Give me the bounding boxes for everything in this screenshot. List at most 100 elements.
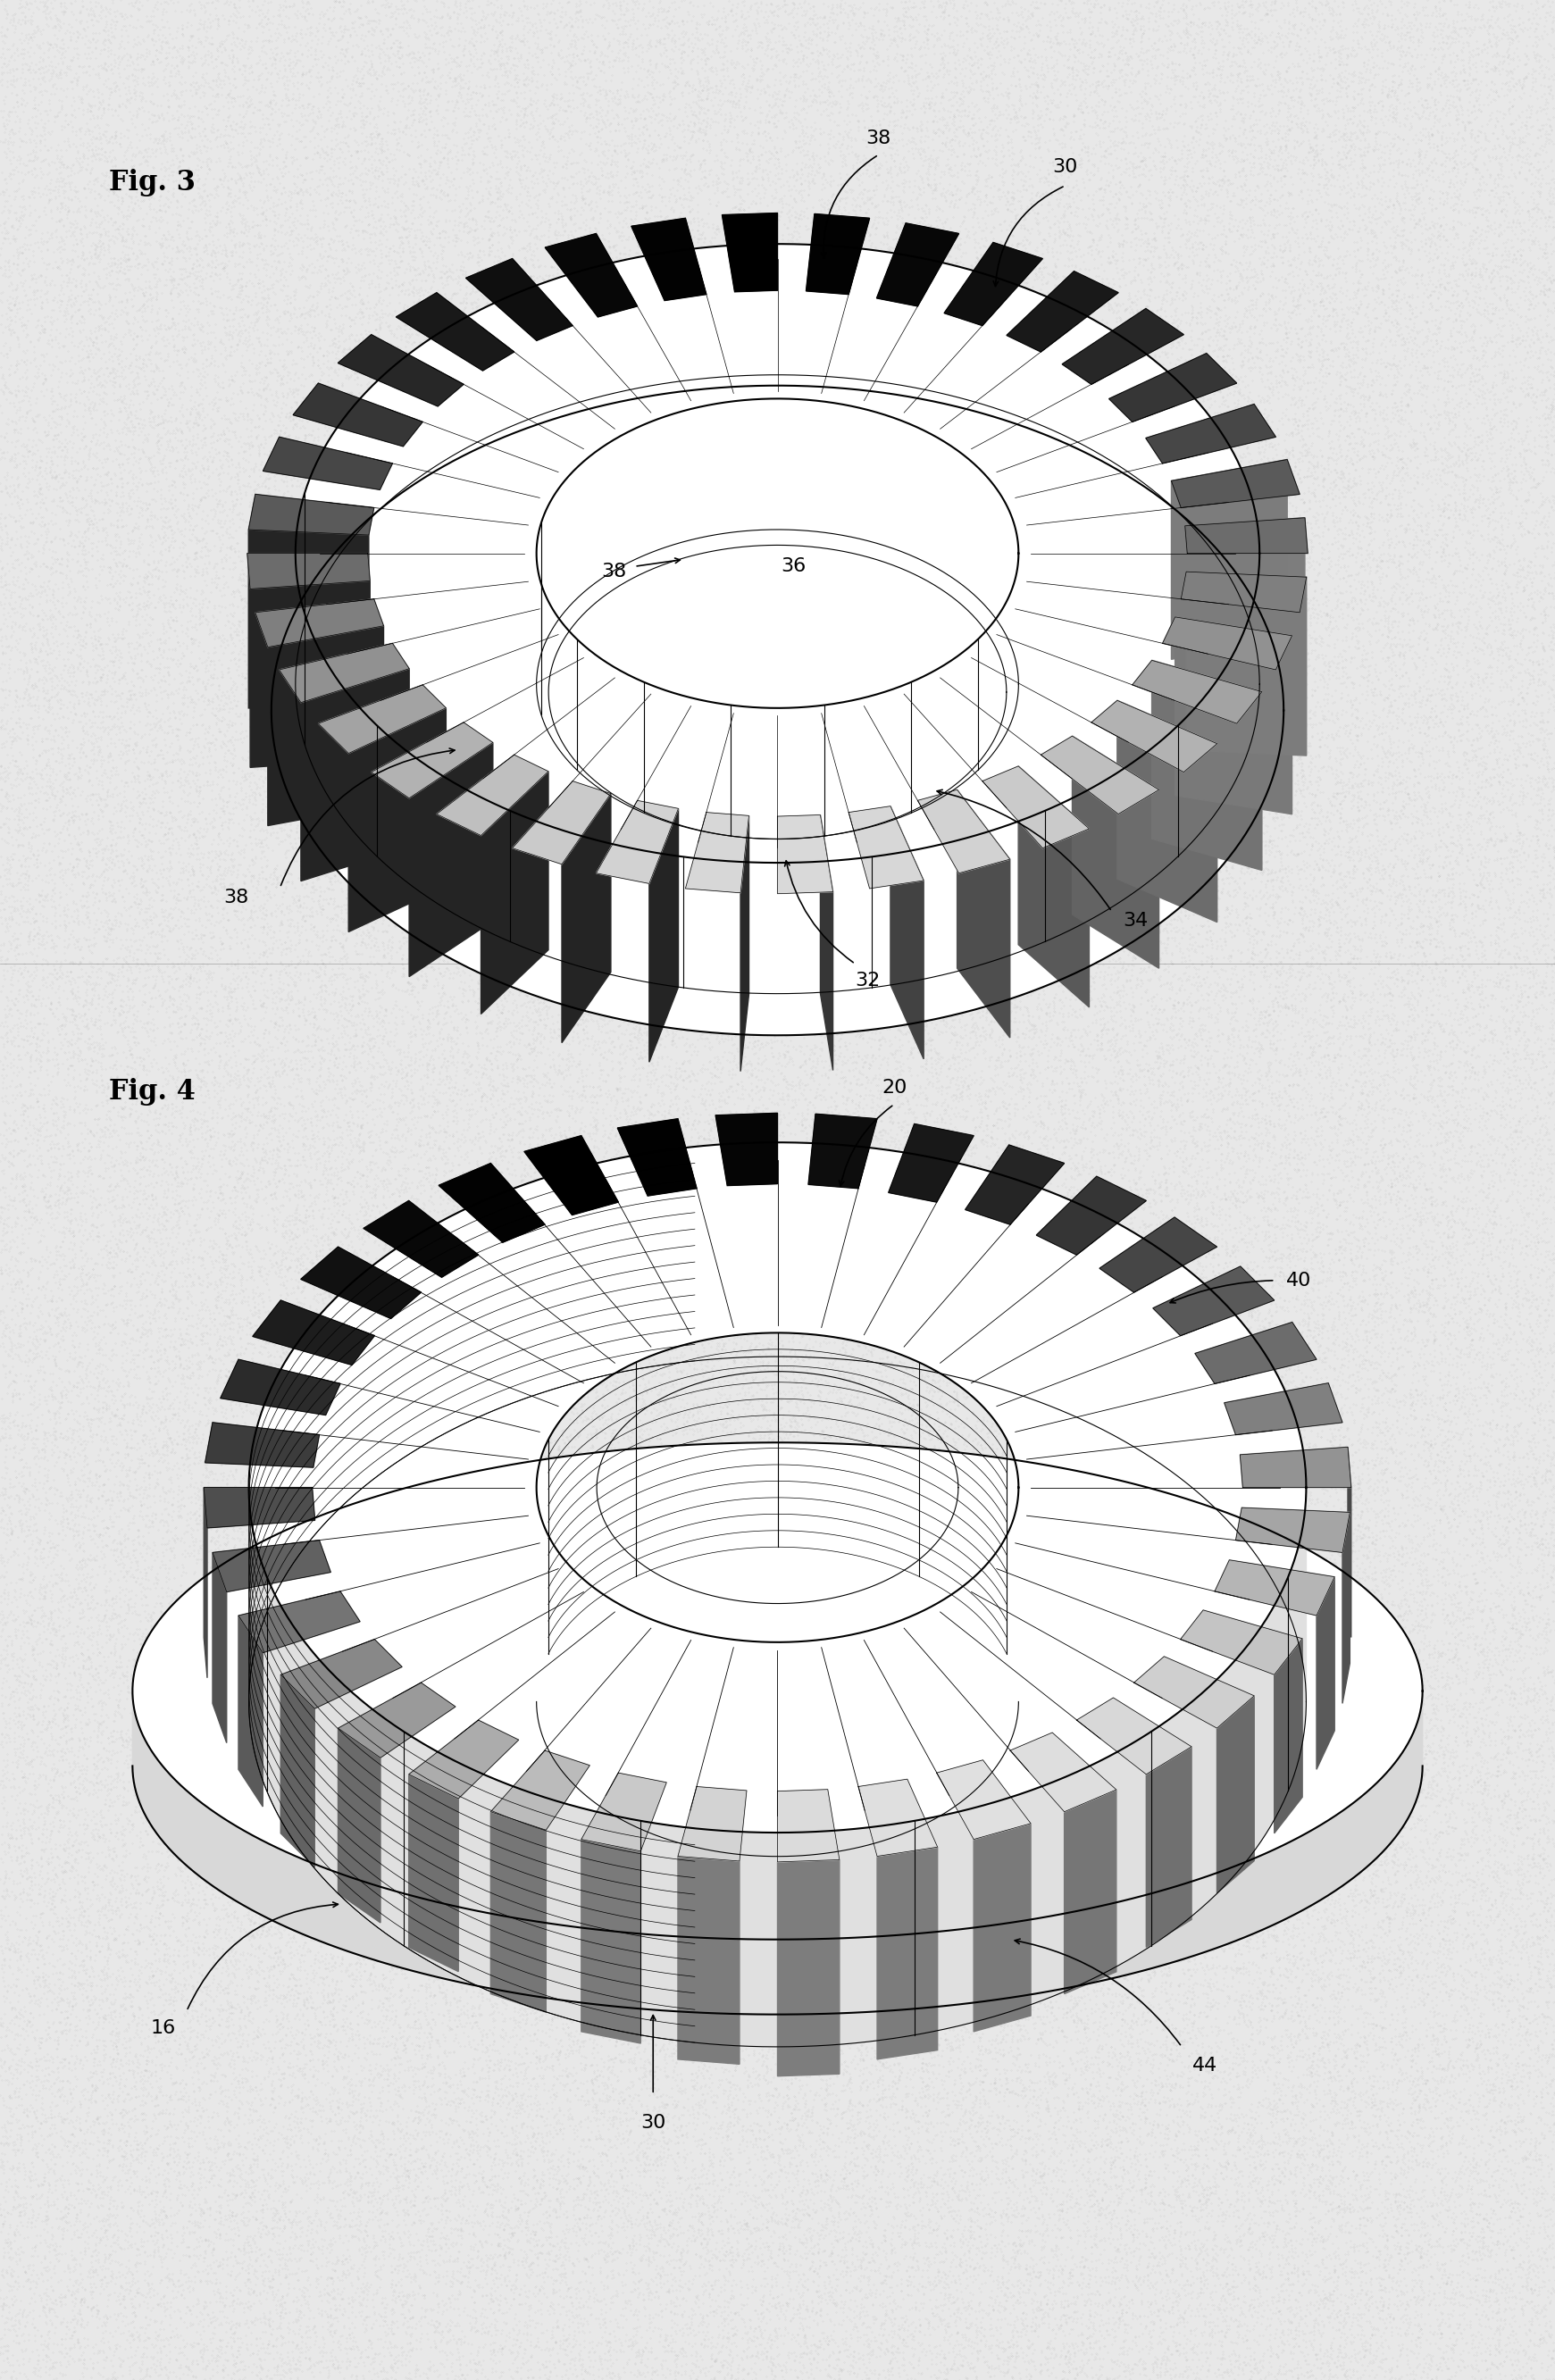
Polygon shape [678, 1787, 746, 1861]
Polygon shape [281, 1640, 403, 1709]
Polygon shape [650, 809, 678, 1061]
Polygon shape [439, 1164, 544, 1242]
Polygon shape [1073, 735, 1158, 969]
Polygon shape [596, 800, 678, 883]
Polygon shape [524, 1135, 619, 1216]
Polygon shape [319, 685, 446, 754]
Polygon shape [300, 1247, 421, 1319]
Polygon shape [249, 531, 369, 714]
Polygon shape [1194, 1323, 1317, 1383]
Polygon shape [546, 233, 638, 317]
Polygon shape [272, 386, 1284, 1035]
Polygon shape [512, 781, 611, 864]
Polygon shape [249, 1142, 1306, 1833]
Polygon shape [740, 816, 750, 1071]
Polygon shape [1185, 519, 1308, 555]
Text: 34: 34 [1123, 912, 1148, 931]
Polygon shape [1146, 405, 1275, 464]
Text: 36: 36 [781, 557, 805, 576]
Polygon shape [252, 1299, 375, 1366]
Polygon shape [372, 724, 493, 797]
Polygon shape [250, 581, 370, 766]
Polygon shape [1092, 700, 1218, 771]
Polygon shape [1317, 1578, 1334, 1768]
Polygon shape [1019, 766, 1088, 1007]
Polygon shape [132, 1442, 1423, 1940]
Polygon shape [409, 1721, 519, 1799]
Polygon shape [1116, 700, 1218, 921]
Polygon shape [778, 1790, 840, 1861]
Polygon shape [778, 814, 833, 895]
Polygon shape [1099, 1216, 1218, 1292]
Polygon shape [132, 1690, 1423, 2013]
Polygon shape [888, 1123, 973, 1202]
Polygon shape [1342, 1511, 1350, 1704]
Polygon shape [891, 807, 924, 1059]
Polygon shape [491, 1811, 546, 2011]
Polygon shape [221, 1359, 341, 1416]
Polygon shape [821, 814, 833, 1071]
Polygon shape [631, 219, 706, 300]
Polygon shape [1180, 1609, 1303, 1676]
Polygon shape [805, 214, 869, 295]
Polygon shape [1146, 1747, 1191, 1947]
Polygon shape [1185, 519, 1305, 704]
Text: 40: 40 [1286, 1271, 1311, 1290]
Polygon shape [409, 1775, 459, 1971]
Polygon shape [280, 643, 409, 702]
Polygon shape [1152, 1266, 1274, 1335]
Text: Fig. 4: Fig. 4 [109, 1078, 196, 1107]
Polygon shape [249, 495, 375, 536]
Polygon shape [958, 790, 1009, 1038]
Polygon shape [1236, 1507, 1350, 1552]
Polygon shape [778, 1859, 840, 2075]
Polygon shape [1239, 1447, 1351, 1488]
Polygon shape [849, 807, 924, 888]
Polygon shape [1076, 1697, 1191, 1775]
Polygon shape [397, 293, 515, 371]
Polygon shape [1348, 1447, 1351, 1637]
Polygon shape [1214, 1559, 1334, 1616]
Polygon shape [337, 336, 463, 407]
Polygon shape [204, 1488, 207, 1678]
Polygon shape [936, 1759, 1031, 1840]
Polygon shape [213, 1540, 331, 1592]
Polygon shape [1062, 309, 1183, 383]
Polygon shape [249, 1488, 1306, 2047]
Text: 30: 30 [641, 2113, 666, 2132]
Text: 30: 30 [1053, 157, 1078, 176]
Polygon shape [678, 1856, 740, 2063]
Polygon shape [1224, 1383, 1342, 1435]
Text: 32: 32 [855, 971, 880, 990]
Polygon shape [877, 1847, 938, 2059]
Polygon shape [480, 771, 549, 1014]
Polygon shape [858, 1780, 938, 1856]
Polygon shape [238, 1592, 361, 1652]
Polygon shape [247, 555, 370, 588]
Polygon shape [263, 438, 392, 490]
Polygon shape [1006, 271, 1118, 352]
Polygon shape [1171, 459, 1300, 507]
Polygon shape [715, 1114, 778, 1185]
Polygon shape [1171, 459, 1288, 659]
Polygon shape [409, 743, 493, 976]
Polygon shape [466, 259, 572, 340]
Polygon shape [204, 1488, 316, 1528]
Polygon shape [973, 1823, 1031, 2033]
Polygon shape [722, 214, 778, 293]
Polygon shape [686, 812, 750, 892]
Polygon shape [1176, 616, 1292, 814]
Polygon shape [1132, 659, 1263, 724]
Polygon shape [281, 1676, 314, 1868]
Polygon shape [582, 1773, 667, 1852]
Polygon shape [582, 1840, 641, 2044]
Polygon shape [1218, 1697, 1255, 1892]
Polygon shape [491, 1752, 589, 1830]
Polygon shape [292, 383, 423, 447]
Polygon shape [1180, 571, 1306, 612]
Polygon shape [944, 243, 1043, 326]
Polygon shape [213, 1552, 227, 1742]
Polygon shape [966, 1145, 1064, 1223]
Text: 44: 44 [1193, 2056, 1218, 2075]
Polygon shape [1134, 1656, 1255, 1728]
